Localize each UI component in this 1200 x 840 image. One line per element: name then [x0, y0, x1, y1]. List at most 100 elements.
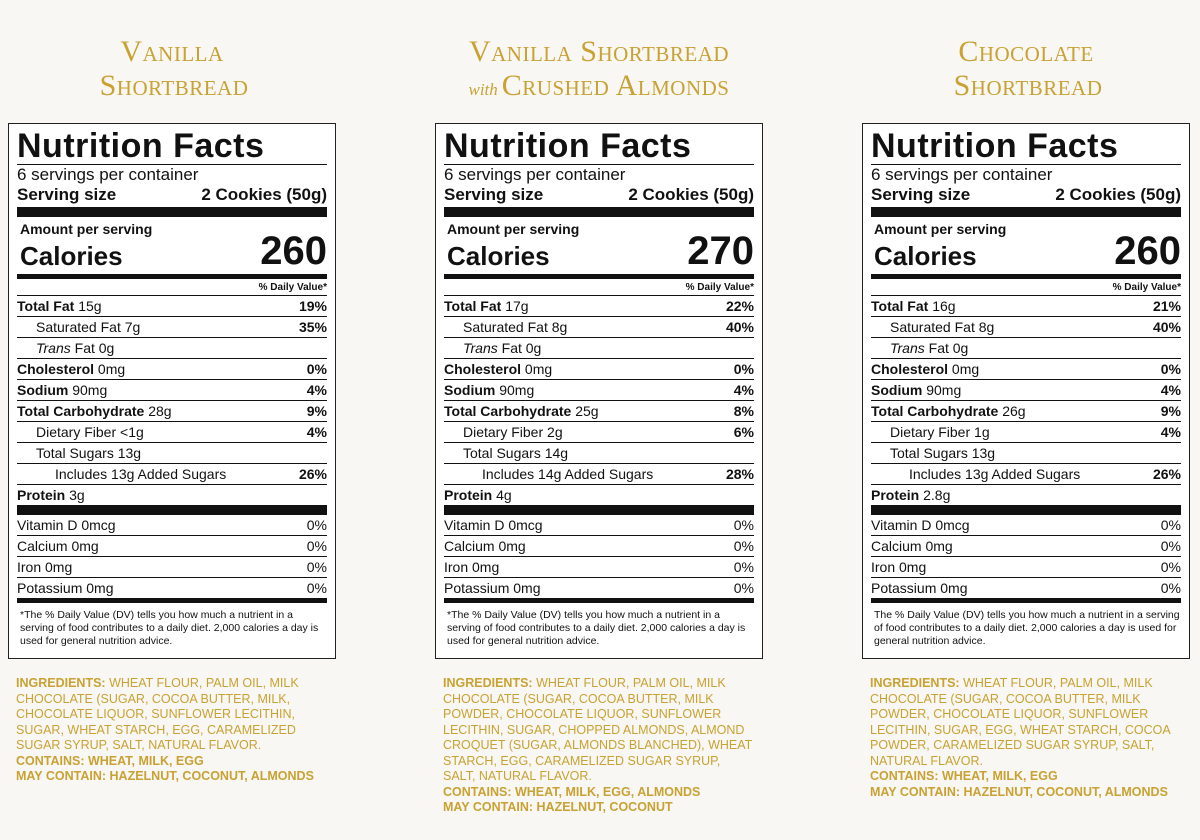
- nutrient-row-dietary-fiber: Dietary Fiber <1g 4%: [17, 421, 327, 442]
- nutrient-row-total-fat: Total Fat 15g 19%: [17, 295, 327, 316]
- ingredients-text: Wheat flour, palm oil, milk chocolate (s…: [870, 676, 1171, 768]
- nutrient-row-added-sugars: Includes 13g Added Sugars 26%: [17, 463, 327, 484]
- nutrient-row-dietary-fiber: Dietary Fiber 1g 4%: [871, 421, 1181, 442]
- contains-text: Contains: Wheat, Milk, Egg, Almonds: [443, 784, 701, 799]
- product-title-line1: Chocolate: [958, 35, 1094, 68]
- daily-value-header: % Daily Value*: [1112, 282, 1181, 293]
- nutrient-row-sodium: Sodium 90mg 4%: [17, 379, 327, 400]
- calories-label: Calories: [874, 241, 977, 271]
- servings-per-container: 6 servings per container: [444, 165, 626, 184]
- serving-size-label: Serving size: [871, 185, 971, 204]
- product-title-with: with: [468, 80, 498, 99]
- nutrient-row-total-fat: Total Fat 17g 22%: [444, 295, 754, 316]
- daily-value-footnote: The % Daily Value (DV) tells you how muc…: [874, 609, 1180, 647]
- nutrient-row-sodium: Sodium 90mg 4%: [871, 379, 1181, 400]
- nutrient-row-total-carbohydrate: Total Carbohydrate 26g 9%: [871, 400, 1181, 421]
- ingredients-text: Wheat flour, palm oil, milk chocolate (s…: [443, 676, 753, 783]
- serving-size-value: 2 Cookies (50g): [1055, 185, 1181, 204]
- serving-size-row: Serving size 2 Cookies (50g): [444, 185, 754, 207]
- ingredients-block: Ingredients: Wheat flour, palm oil, milk…: [862, 676, 1190, 800]
- nutrient-row-protein: Protein 2.8g: [871, 484, 1181, 505]
- calories-label: Calories: [20, 241, 123, 271]
- vitamin-row: Iron 0mg 0%: [444, 556, 754, 577]
- nutrient-row-total-sugars: Total Sugars 14g: [444, 442, 754, 463]
- vitamin-row: Vitamin D 0mcg 0%: [444, 517, 754, 533]
- product-title-line1: Vanilla: [120, 35, 224, 68]
- servings-per-container: 6 servings per container: [17, 165, 199, 184]
- ingredients-label: Ingredients:: [16, 676, 106, 690]
- nutrient-row-sodium: Sodium 90mg 4%: [444, 379, 754, 400]
- product-title-line1: Vanilla Shortbread: [468, 35, 730, 68]
- nutrient-row-total-carbohydrate: Total Carbohydrate 28g 9%: [17, 400, 327, 421]
- daily-value-footnote: *The % Daily Value (DV) tells you how mu…: [20, 609, 319, 647]
- nutrient-row-added-sugars: Includes 13g Added Sugars 26%: [871, 463, 1181, 484]
- nutrient-row-saturated-fat: Saturated Fat 8g 40%: [871, 316, 1181, 337]
- vitamin-row: Calcium 0mg 0%: [871, 535, 1181, 556]
- product-title: Vanilla Shortbread: [8, 0, 336, 118]
- ingredients-text: Wheat flour, palm oil, milk chocolate (s…: [16, 676, 299, 752]
- nutrient-row-protein: Protein 3g: [17, 484, 327, 505]
- product-title-line2: with Crushed Almonds: [468, 69, 730, 102]
- vitamin-row: Potassium 0mg 0%: [17, 577, 327, 598]
- may-contain-text: May Contain: Hazelnut, Coconut: [443, 800, 673, 814]
- amount-per-serving: Amount per serving: [20, 221, 153, 237]
- nutrient-row-trans-fat: Trans Fat 0g: [17, 337, 327, 358]
- vitamin-row: Vitamin D 0mcg 0%: [871, 517, 1181, 533]
- serving-size-label: Serving size: [17, 185, 117, 204]
- vitamin-row: Calcium 0mg 0%: [444, 535, 754, 556]
- nutrient-row-added-sugars: Includes 14g Added Sugars 28%: [444, 463, 754, 484]
- ingredients-block: Ingredients: Wheat flour, palm oil, milk…: [435, 676, 763, 816]
- nutrient-row-total-sugars: Total Sugars 13g: [17, 442, 327, 463]
- product-title-line2: Shortbread: [99, 69, 249, 102]
- product-title-line2: Shortbread: [953, 69, 1103, 102]
- serving-size-value: 2 Cookies (50g): [201, 185, 327, 204]
- serving-size-row: Serving size 2 Cookies (50g): [17, 185, 327, 207]
- vitamin-row: Potassium 0mg 0%: [871, 577, 1181, 598]
- nutrient-row-saturated-fat: Saturated Fat 8g 40%: [444, 316, 754, 337]
- nutrition-facts-label: Nutrition Facts 6 servings per container…: [435, 123, 763, 659]
- serving-size-value: 2 Cookies (50g): [628, 185, 754, 204]
- nutrient-row-saturated-fat: Saturated Fat 7g 35%: [17, 316, 327, 337]
- nutrition-facts-heading: Nutrition Facts: [871, 127, 1119, 165]
- nutrition-facts-heading: Nutrition Facts: [17, 127, 265, 165]
- vitamin-row: Iron 0mg 0%: [871, 556, 1181, 577]
- serving-size-row: Serving size 2 Cookies (50g): [871, 185, 1181, 207]
- serving-size-label: Serving size: [444, 185, 544, 204]
- product-column-vanilla-almonds: Vanilla Shortbread with Crushed Almonds N…: [435, 0, 763, 816]
- nutrient-row-total-sugars: Total Sugars 13g: [871, 442, 1181, 463]
- nutrient-row-cholesterol: Cholesterol 0mg 0%: [444, 358, 754, 379]
- may-contain-text: May Contain: Hazelnut, Coconut, Almonds: [16, 769, 314, 783]
- nutrition-facts-label: Nutrition Facts 6 servings per container…: [862, 123, 1190, 659]
- vitamin-row: Potassium 0mg 0%: [444, 577, 754, 598]
- vitamin-row: Calcium 0mg 0%: [17, 535, 327, 556]
- nutrient-row-trans-fat: Trans Fat 0g: [444, 337, 754, 358]
- amount-per-serving: Amount per serving: [447, 221, 580, 237]
- product-column-chocolate: Chocolate Shortbread Nutrition Facts 6 s…: [862, 0, 1190, 800]
- vitamin-row: Iron 0mg 0%: [17, 556, 327, 577]
- servings-per-container: 6 servings per container: [871, 165, 1053, 184]
- calories-label: Calories: [447, 241, 550, 271]
- daily-value-header: % Daily Value*: [258, 282, 327, 293]
- daily-value-header: % Daily Value*: [685, 282, 754, 293]
- nutrient-row-total-carbohydrate: Total Carbohydrate 25g 8%: [444, 400, 754, 421]
- contains-text: Contains: Wheat, Milk, Egg: [16, 753, 204, 768]
- product-title: Chocolate Shortbread: [862, 0, 1190, 118]
- calories-row: Calories 260: [871, 231, 1181, 271]
- ingredients-label: Ingredients:: [443, 676, 533, 690]
- nutrient-row-trans-fat: Trans Fat 0g: [871, 337, 1181, 358]
- calories-value: 260: [260, 229, 327, 273]
- nutrient-row-cholesterol: Cholesterol 0mg 0%: [871, 358, 1181, 379]
- nutrient-row-total-fat: Total Fat 16g 21%: [871, 295, 1181, 316]
- nutrient-row-protein: Protein 4g: [444, 484, 754, 505]
- amount-per-serving: Amount per serving: [874, 221, 1007, 237]
- nutrition-facts-label: Nutrition Facts 6 servings per container…: [8, 123, 336, 659]
- vitamin-row: Vitamin D 0mcg 0%: [17, 517, 327, 533]
- contains-text: Contains: Wheat, Milk, Egg: [870, 769, 1058, 783]
- daily-value-footnote: *The % Daily Value (DV) tells you how mu…: [447, 609, 746, 647]
- ingredients-block: Ingredients: Wheat flour, palm oil, milk…: [8, 676, 336, 785]
- nutrition-facts-heading: Nutrition Facts: [444, 127, 692, 165]
- nutrient-row-dietary-fiber: Dietary Fiber 2g 6%: [444, 421, 754, 442]
- may-contain-text: May Contain: Hazelnut, Coconut, Almonds: [870, 784, 1168, 799]
- calories-row: Calories 260: [17, 231, 327, 271]
- calories-value: 260: [1114, 229, 1181, 273]
